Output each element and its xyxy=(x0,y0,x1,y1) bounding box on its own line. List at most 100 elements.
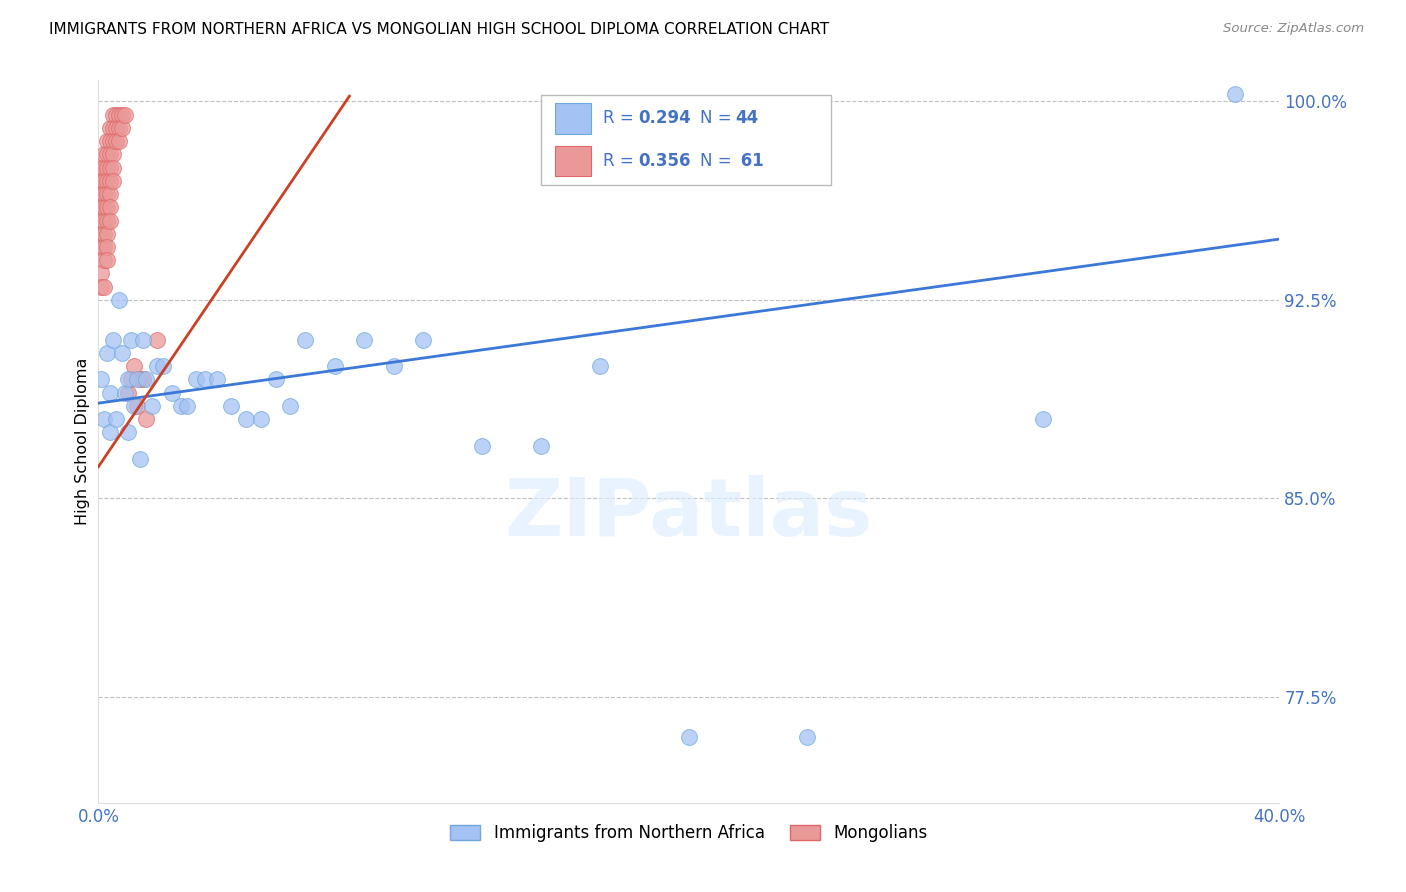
Point xyxy=(98,200,121,214)
Point xyxy=(1225,87,1247,101)
Point xyxy=(471,438,494,452)
Text: R =: R = xyxy=(603,110,638,128)
Point xyxy=(162,385,183,400)
Point xyxy=(117,385,139,400)
Point xyxy=(90,200,112,214)
Point xyxy=(90,267,112,281)
Point xyxy=(184,372,207,386)
Point xyxy=(678,730,700,744)
Point xyxy=(141,399,163,413)
Point xyxy=(103,174,125,188)
Point xyxy=(96,346,118,360)
Point xyxy=(294,333,316,347)
Point xyxy=(250,412,273,426)
Point xyxy=(98,134,121,148)
Point xyxy=(125,399,148,413)
Point xyxy=(353,333,375,347)
Point xyxy=(194,372,217,386)
Point xyxy=(176,399,198,413)
Point xyxy=(132,372,155,386)
Point xyxy=(103,161,125,175)
Point xyxy=(93,161,115,175)
Point xyxy=(128,451,150,466)
Text: Source: ZipAtlas.com: Source: ZipAtlas.com xyxy=(1223,22,1364,36)
Point xyxy=(146,333,169,347)
Point xyxy=(90,174,112,188)
Point xyxy=(235,412,257,426)
Point xyxy=(93,187,115,202)
Text: 61: 61 xyxy=(735,152,763,169)
Point xyxy=(114,385,136,400)
Text: IMMIGRANTS FROM NORTHERN AFRICA VS MONGOLIAN HIGH SCHOOL DIPLOMA CORRELATION CHA: IMMIGRANTS FROM NORTHERN AFRICA VS MONGO… xyxy=(49,22,830,37)
Point xyxy=(205,372,228,386)
Point xyxy=(105,134,128,148)
Point xyxy=(280,399,302,413)
Point xyxy=(96,147,118,161)
Point xyxy=(117,372,139,386)
Point xyxy=(170,399,193,413)
Text: 0.294: 0.294 xyxy=(638,110,690,128)
Text: R =: R = xyxy=(603,152,638,169)
Point xyxy=(117,425,139,440)
Point xyxy=(96,187,118,202)
FancyBboxPatch shape xyxy=(555,103,591,134)
Point xyxy=(108,293,131,307)
FancyBboxPatch shape xyxy=(541,95,831,185)
Point xyxy=(96,161,118,175)
Point xyxy=(221,399,243,413)
Point xyxy=(98,385,121,400)
Point xyxy=(412,333,434,347)
Point xyxy=(128,372,150,386)
Point xyxy=(120,333,142,347)
Point xyxy=(105,108,128,122)
Point xyxy=(125,372,148,386)
Point xyxy=(114,108,136,122)
Point xyxy=(108,134,131,148)
Point xyxy=(96,253,118,268)
Point xyxy=(93,279,115,293)
Point xyxy=(98,147,121,161)
Point xyxy=(103,333,125,347)
Point xyxy=(108,120,131,135)
Legend: Immigrants from Northern Africa, Mongolians: Immigrants from Northern Africa, Mongoli… xyxy=(444,817,934,848)
Point xyxy=(111,108,134,122)
Point xyxy=(264,372,287,386)
Point xyxy=(93,412,115,426)
Text: ZIPatlas: ZIPatlas xyxy=(505,475,873,553)
Point xyxy=(111,120,134,135)
Point xyxy=(98,213,121,227)
Point xyxy=(323,359,346,373)
Point xyxy=(98,425,121,440)
Text: N =: N = xyxy=(700,152,737,169)
Point xyxy=(96,240,118,254)
Point xyxy=(93,200,115,214)
Point xyxy=(90,372,112,386)
Point xyxy=(98,174,121,188)
Point xyxy=(93,147,115,161)
Point xyxy=(103,108,125,122)
Point xyxy=(90,161,112,175)
Point xyxy=(96,200,118,214)
Point xyxy=(98,187,121,202)
Point xyxy=(122,359,145,373)
Point xyxy=(93,227,115,241)
Point xyxy=(90,227,112,241)
Point xyxy=(382,359,405,373)
Point xyxy=(120,372,142,386)
Point xyxy=(96,227,118,241)
Point xyxy=(90,187,112,202)
Point xyxy=(135,372,157,386)
Point xyxy=(796,730,818,744)
Point xyxy=(122,399,145,413)
Point xyxy=(132,333,155,347)
Point xyxy=(90,200,112,214)
Point xyxy=(90,213,112,227)
Point xyxy=(530,438,553,452)
Point xyxy=(103,134,125,148)
Point xyxy=(93,174,115,188)
Point xyxy=(105,412,128,426)
Point xyxy=(96,213,118,227)
Point xyxy=(93,240,115,254)
FancyBboxPatch shape xyxy=(555,145,591,176)
Point xyxy=(90,279,112,293)
